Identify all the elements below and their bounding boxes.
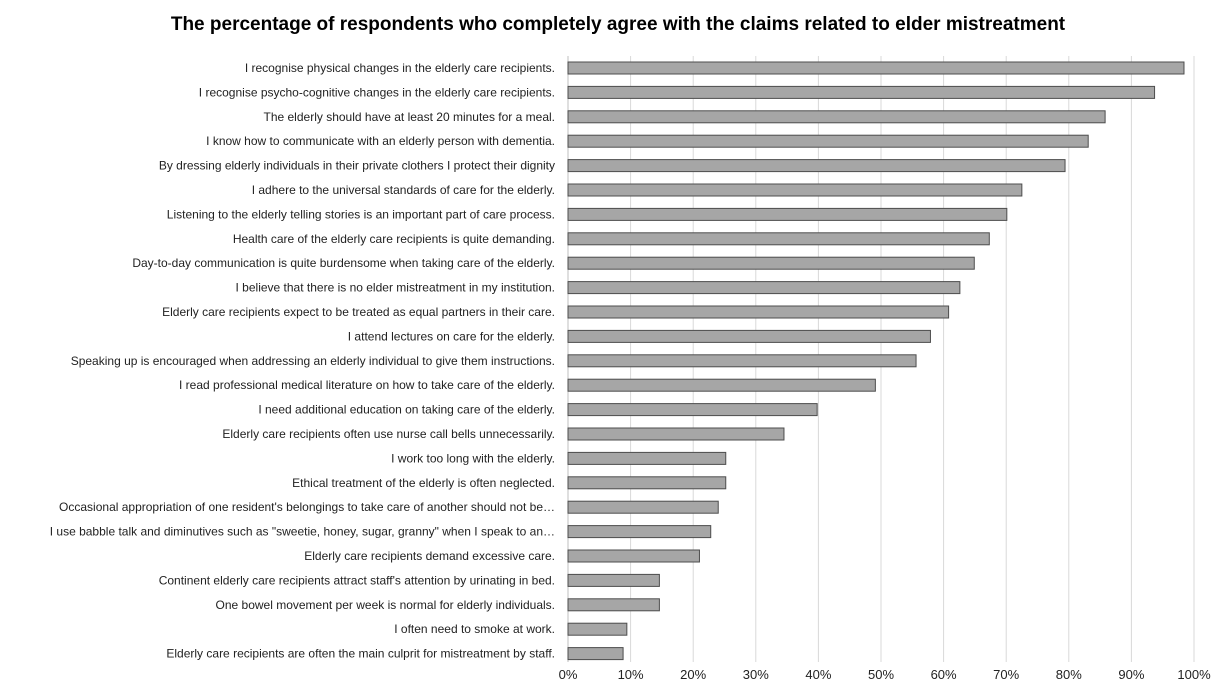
- x-tick-label: 70%: [993, 667, 1019, 682]
- bar: [567, 183, 1023, 197]
- bar: [567, 476, 727, 490]
- category-label: Elderly care recipients are often the ma…: [166, 647, 555, 661]
- bar: [567, 61, 1185, 75]
- bar: [567, 354, 917, 368]
- bar: [567, 305, 950, 319]
- category-label: Ethical treatment of the elderly is ofte…: [292, 476, 555, 490]
- x-axis-ticks: 0% 10% 20% 30% 40% 50% 60% 70% 80% 90% 100%: [559, 667, 1211, 682]
- bar: [567, 500, 719, 514]
- bar: [567, 134, 1089, 148]
- x-tick-label: 90%: [1118, 667, 1144, 682]
- bar: [567, 647, 624, 661]
- x-tick-label: 30%: [743, 667, 769, 682]
- bar: [567, 549, 700, 563]
- category-label: I need additional education on taking ca…: [258, 403, 555, 417]
- bar: [567, 525, 712, 539]
- bar: [567, 85, 1156, 99]
- bar: [567, 598, 660, 612]
- bar: [567, 451, 727, 465]
- chart-title: The percentage of respondents who comple…: [171, 14, 1066, 35]
- bar: [567, 159, 1066, 173]
- bar: [567, 232, 990, 246]
- bar: [567, 256, 975, 270]
- bar: [567, 329, 931, 343]
- category-labels: I recognise physical changes in the elde…: [50, 61, 555, 661]
- x-tick-label: 40%: [805, 667, 831, 682]
- category-label: Elderly care recipients often use nurse …: [222, 427, 555, 441]
- category-label: Elderly care recipients demand excessive…: [304, 549, 555, 563]
- category-label: The elderly should have at least 20 minu…: [264, 110, 556, 124]
- category-label: One bowel movement per week is normal fo…: [216, 598, 556, 612]
- category-label: I believe that there is no elder mistrea…: [236, 281, 555, 295]
- category-label: Health care of the elderly care recipien…: [233, 232, 555, 246]
- bars: [567, 61, 1185, 661]
- bar: [567, 403, 818, 417]
- category-label: By dressing elderly individuals in their…: [159, 159, 555, 173]
- category-label: I recognise psycho-cognitive changes in …: [199, 85, 555, 99]
- x-tick-label: 20%: [680, 667, 706, 682]
- category-label: I adhere to the universal standards of c…: [252, 183, 555, 197]
- category-label: Listening to the elderly telling stories…: [167, 207, 555, 221]
- x-tick-label: 50%: [868, 667, 894, 682]
- category-label: I often need to smoke at work.: [394, 622, 555, 636]
- bar: [567, 281, 961, 295]
- category-label: Continent elderly care recipients attrac…: [159, 573, 555, 587]
- x-tick-label: 10%: [618, 667, 644, 682]
- category-label: Speaking up is encouraged when addressin…: [71, 354, 555, 368]
- bar: [567, 110, 1106, 124]
- x-tick-label: 100%: [1177, 667, 1211, 682]
- category-label: I use babble talk and diminutives such a…: [50, 525, 555, 539]
- category-label: I attend lectures on care for the elderl…: [348, 329, 555, 343]
- category-label: I know how to communicate with an elderl…: [206, 134, 555, 148]
- x-tick-label: 80%: [1056, 667, 1082, 682]
- category-label: I recognise physical changes in the elde…: [245, 61, 555, 75]
- category-label: Occasional appropriation of one resident…: [59, 500, 555, 514]
- bar: [567, 207, 1008, 221]
- bar: [567, 573, 660, 587]
- category-label: Day-to-day communication is quite burden…: [132, 256, 555, 270]
- bar: [567, 622, 628, 636]
- category-label: I work too long with the elderly.: [391, 451, 555, 465]
- x-tick-label: 0%: [559, 667, 578, 682]
- category-label: I read professional medical literature o…: [179, 378, 555, 392]
- x-tick-label: 60%: [931, 667, 957, 682]
- bar: [567, 427, 785, 441]
- category-label: Elderly care recipients expect to be tre…: [162, 305, 555, 319]
- bar: [567, 378, 876, 392]
